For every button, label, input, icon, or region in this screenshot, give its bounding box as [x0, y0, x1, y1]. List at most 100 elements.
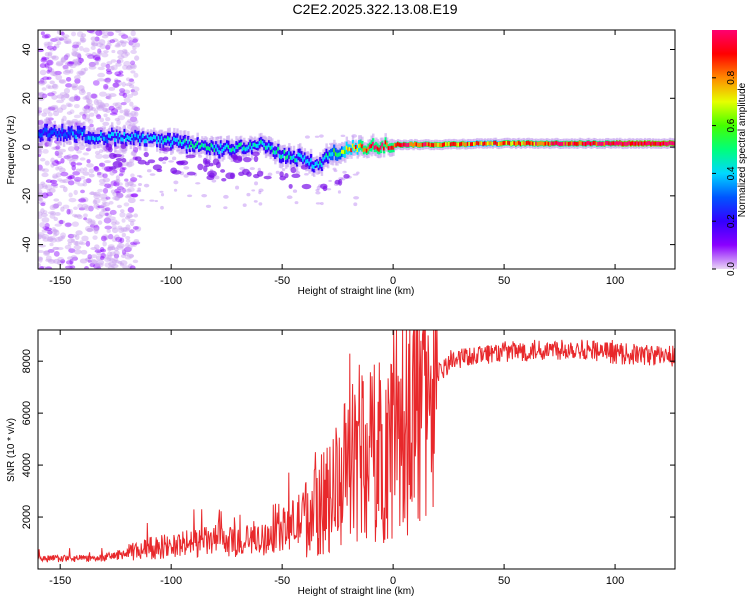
- noise-point: [120, 101, 127, 106]
- noise-point: [40, 202, 46, 207]
- noise-point: [46, 76, 52, 80]
- noise-point: [105, 116, 111, 122]
- noise-point: [149, 199, 155, 202]
- noise-point: [47, 230, 53, 235]
- spectrogram-ytick-label: -20: [21, 188, 33, 204]
- spectral-blob: [246, 171, 252, 177]
- ridge-core: [196, 140, 199, 145]
- noise-point: [115, 62, 122, 67]
- ridge-core: [314, 161, 317, 166]
- ridge-core: [213, 148, 216, 153]
- noise-point: [120, 226, 128, 233]
- noise-point: [130, 30, 136, 37]
- noise-point: [112, 102, 119, 107]
- ridge-core: [487, 141, 490, 146]
- noise-point: [60, 104, 67, 111]
- ridge-core: [142, 133, 145, 138]
- noise-point: [122, 92, 128, 99]
- noise-point: [39, 266, 44, 269]
- noise-point: [95, 30, 103, 36]
- ridge-core: [564, 141, 568, 146]
- noise-point: [71, 47, 79, 52]
- noise-point: [115, 42, 121, 47]
- spectral-blob: [300, 164, 309, 170]
- noise-point: [258, 188, 264, 193]
- ridge-core: [76, 129, 80, 134]
- ridge-core: [476, 140, 479, 145]
- ridge-core: [117, 136, 120, 141]
- noise-point: [51, 83, 58, 89]
- spectral-blob: [143, 151, 149, 158]
- noise-point: [125, 188, 132, 193]
- noise-point: [74, 78, 81, 84]
- noise-point: [65, 40, 72, 45]
- noise-point: [130, 173, 135, 178]
- noise-point: [99, 43, 107, 50]
- ridge-core: [561, 141, 564, 146]
- snr-ytick-label: 2000: [21, 505, 33, 529]
- snr-ticks: -150 -100 -50 0 50 100 2000 4000 6000 8000: [21, 330, 675, 587]
- spectral-blob: [225, 172, 235, 180]
- noise-point: [80, 68, 87, 74]
- ridge-core: [603, 142, 606, 147]
- ridge-core: [670, 141, 673, 146]
- noise-point: [69, 233, 78, 238]
- ridge-core: [101, 135, 105, 140]
- noise-point: [85, 94, 92, 100]
- noise-point: [87, 54, 95, 59]
- noise-point: [119, 237, 125, 244]
- noise-point: [67, 241, 72, 246]
- noise-point: [116, 243, 125, 249]
- ridge-core: [382, 146, 386, 151]
- noise-point: [85, 103, 91, 108]
- noise-point: [251, 189, 256, 192]
- noise-point: [116, 182, 123, 186]
- noise-point: [39, 79, 47, 85]
- spectral-blob: [243, 157, 252, 163]
- noise-point: [119, 212, 126, 218]
- noise-point: [41, 56, 50, 60]
- noise-point: [92, 199, 98, 205]
- noise-point: [114, 234, 120, 241]
- ridge-core: [542, 141, 546, 146]
- noise-point: [253, 200, 258, 203]
- noise-point: [38, 201, 46, 205]
- noise-point: [99, 255, 105, 261]
- noise-point: [110, 180, 118, 187]
- noise-point: [38, 266, 45, 269]
- ridge-core: [643, 140, 647, 145]
- noise-point: [116, 204, 123, 209]
- noise-point: [254, 181, 259, 186]
- noise-point: [85, 114, 91, 120]
- ridge-core: [480, 141, 484, 146]
- noise-point: [44, 62, 50, 69]
- noise-point: [83, 213, 88, 218]
- noise-point: [69, 68, 74, 74]
- noise-point: [281, 168, 286, 172]
- noise-point: [56, 161, 62, 165]
- noise-point: [67, 175, 73, 180]
- noise-point: [40, 208, 45, 214]
- noise-point: [86, 159, 91, 164]
- ridge-core: [84, 136, 88, 141]
- noise-point: [121, 187, 126, 194]
- ridge-core: [78, 130, 81, 135]
- ridge-core: [671, 141, 675, 146]
- noise-point: [130, 193, 138, 198]
- noise-point: [87, 220, 96, 225]
- noise-point: [51, 90, 57, 95]
- noise-point: [130, 177, 138, 182]
- noise-point: [115, 175, 120, 181]
- ridge-core: [619, 140, 622, 145]
- noise-point: [121, 41, 127, 47]
- noise-point: [42, 149, 49, 154]
- ridge-core: [252, 142, 255, 147]
- noise-point: [110, 59, 117, 63]
- noise-point: [71, 221, 79, 227]
- noise-point: [56, 94, 65, 99]
- noise-point: [88, 168, 95, 174]
- ridge-core: [261, 141, 265, 146]
- noise-point: [106, 184, 113, 189]
- ridge-core: [353, 146, 356, 151]
- noise-point: [101, 52, 109, 58]
